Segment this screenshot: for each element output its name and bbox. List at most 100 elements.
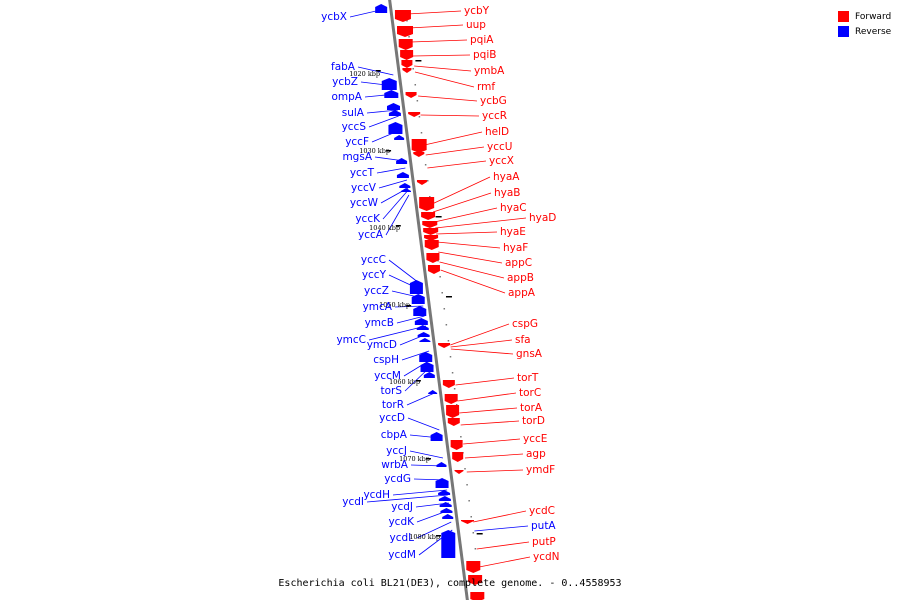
- forward-gene-label: appB: [507, 272, 534, 284]
- forward-gene-label: hyaB: [494, 187, 521, 199]
- leader-line: [424, 131, 483, 146]
- forward-gene-label: yccU: [487, 141, 512, 153]
- leader-line: [457, 392, 517, 402]
- scale-tick: [415, 380, 421, 382]
- tick-mark: [451, 372, 454, 374]
- leader-line: [438, 251, 503, 264]
- leader-line: [464, 453, 524, 459]
- reverse-gene-label: ycdM: [388, 549, 416, 561]
- scale-tick: [435, 216, 442, 218]
- leader-line: [414, 65, 472, 72]
- reverse-gene: [417, 332, 430, 337]
- kbp-label: 1030 kbp: [359, 147, 390, 155]
- reverse-gene: [386, 103, 400, 110]
- leader-line: [357, 66, 394, 76]
- reverse-gene-label: sulA: [342, 107, 365, 119]
- tick-mark: [412, 68, 414, 70]
- leader-line: [407, 10, 462, 15]
- forward-gene-label: appC: [505, 257, 532, 269]
- forward-gene-label: cspG: [512, 318, 538, 330]
- leader-line: [436, 241, 501, 249]
- reverse-gene-label: yccM: [374, 370, 401, 382]
- forward-swatch: [838, 11, 849, 22]
- forward-gene: [421, 212, 436, 220]
- reverse-gene-label: fabA: [331, 61, 356, 73]
- reverse-gene-label: yccT: [350, 167, 375, 179]
- forward-gene-label: yccX: [489, 155, 514, 167]
- reverse-gene: [435, 478, 449, 488]
- reverse-gene: [416, 325, 429, 330]
- leader-line: [435, 231, 498, 235]
- leader-line: [434, 207, 498, 223]
- forward-gene-label: pqiB: [473, 49, 496, 61]
- reverse-gene: [375, 4, 388, 13]
- leader-line: [432, 192, 492, 213]
- scale-tick: [415, 60, 422, 62]
- leader-line: [440, 269, 506, 294]
- legend-reverse: Reverse: [838, 24, 891, 39]
- leader-line: [473, 510, 527, 523]
- forward-gene: [402, 68, 412, 73]
- reverse-gene: [396, 158, 408, 164]
- reverse-gene-label: yccJ: [386, 445, 407, 457]
- reverse-gene: [438, 490, 451, 495]
- kbp-label: 1080 kbp: [409, 533, 440, 541]
- forward-gene: [427, 265, 440, 274]
- leader-line: [382, 189, 409, 220]
- reverse-gene: [413, 306, 427, 316]
- forward-gene: [400, 50, 414, 60]
- tick-mark: [418, 116, 421, 118]
- tick-mark: [466, 484, 468, 486]
- forward-gene-label: agp: [526, 448, 546, 460]
- reverse-gene: [442, 514, 454, 519]
- leader-line: [450, 348, 514, 355]
- forward-gene: [422, 221, 438, 228]
- reverse-gene-label: ycdH: [363, 489, 390, 501]
- kbp-label: 1020 kbp: [349, 70, 380, 78]
- scale-tick: [395, 225, 401, 227]
- forward-gene-label: gnsA: [516, 348, 543, 360]
- leader-line: [414, 71, 475, 88]
- reverse-gene: [439, 502, 452, 507]
- leader-line: [396, 315, 425, 324]
- tick-mark: [445, 324, 448, 326]
- reverse-gene-label: yccA: [358, 229, 384, 241]
- tick-mark: [429, 196, 431, 198]
- tick-mark: [453, 388, 456, 390]
- forward-gene-label: ymdF: [526, 464, 555, 476]
- tick-mark: [470, 516, 472, 518]
- tick-mark: [416, 100, 419, 102]
- forward-gene: [447, 418, 460, 426]
- tick-mark: [437, 260, 439, 262]
- forward-gene-label: uup: [466, 19, 486, 31]
- leader-line: [466, 469, 524, 473]
- forward-gene-label: rmf: [477, 81, 495, 93]
- forward-gene-label: helD: [485, 126, 509, 138]
- reverse-gene-label: ycdI: [342, 496, 364, 508]
- forward-gene: [424, 235, 439, 241]
- legend: Forward Reverse: [838, 9, 891, 39]
- reverse-gene: [411, 294, 425, 304]
- forward-gene: [442, 380, 455, 388]
- reverse-gene-label: yccC: [361, 254, 386, 266]
- forward-gene: [419, 197, 435, 211]
- forward-gene: [426, 253, 440, 263]
- leader-line: [392, 489, 448, 496]
- reverse-gene-label: yccK: [355, 213, 381, 225]
- leader-line: [435, 217, 527, 229]
- reverse-gene-label: wrbA: [381, 459, 409, 471]
- leader-line: [401, 350, 430, 361]
- tick-mark: [449, 356, 452, 358]
- reverse-gene: [419, 338, 431, 342]
- tick-mark: [441, 292, 443, 294]
- forward-gene-label: putP: [532, 536, 556, 548]
- leader-line: [385, 194, 410, 236]
- forward-gene: [408, 112, 421, 117]
- reverse-gene: [384, 90, 399, 98]
- tick-mark: [464, 468, 466, 470]
- forward-gene-label: ycdC: [529, 505, 555, 517]
- reverse-gene-label: yccW: [350, 197, 379, 209]
- forward-gene: [405, 92, 417, 98]
- leader-line: [455, 377, 515, 386]
- leader-line: [460, 420, 520, 426]
